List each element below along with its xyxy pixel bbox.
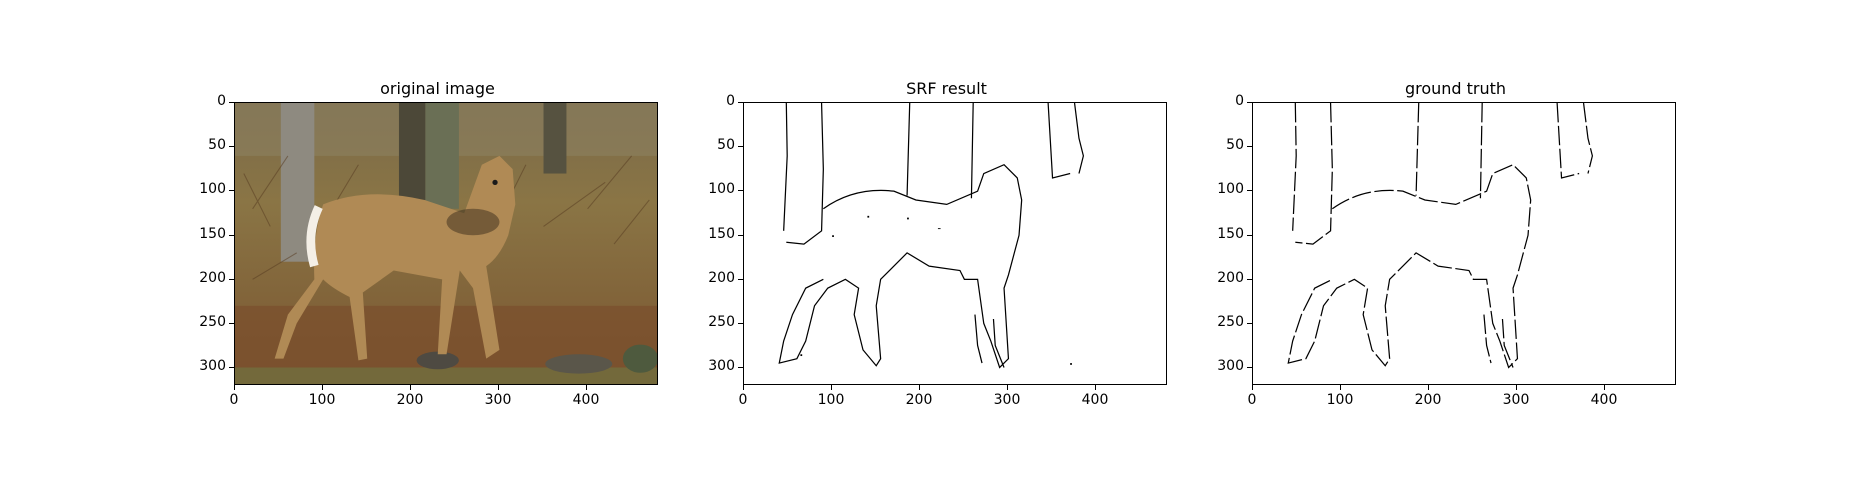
y-tick-label: 50 xyxy=(208,137,226,153)
y-tick-label: 150 xyxy=(708,226,735,242)
y-tick-mark xyxy=(738,235,743,236)
x-tick-mark xyxy=(410,385,411,390)
y-tick-label: 50 xyxy=(1226,137,1244,153)
x-tick-label: 300 xyxy=(1502,392,1530,408)
y-tick-label: 300 xyxy=(199,358,226,374)
y-tick-mark xyxy=(229,102,234,103)
x-tick-label: 300 xyxy=(993,392,1021,408)
x-tick-mark xyxy=(919,385,920,390)
x-tick-mark xyxy=(498,385,499,390)
panel-title: SRF result xyxy=(906,79,987,98)
y-tick-mark xyxy=(1247,367,1252,368)
panel-srf-result: SRF result xyxy=(689,0,1209,480)
photo-plot-area xyxy=(234,102,658,385)
x-tick-label: 0 xyxy=(1247,392,1257,408)
ground-truth-edge-map xyxy=(1287,103,1594,369)
x-tick-label: 400 xyxy=(572,392,600,408)
panel-original-image: original image xyxy=(180,0,700,480)
edge-map-plot-area xyxy=(1252,102,1676,385)
y-tick-label: 100 xyxy=(199,181,226,197)
y-tick-label: 200 xyxy=(708,270,735,286)
y-tick-label: 150 xyxy=(1217,226,1244,242)
x-tick-label: 200 xyxy=(396,392,424,408)
x-tick-mark xyxy=(1604,385,1605,390)
y-tick-label: 0 xyxy=(726,93,735,109)
y-tick-label: 250 xyxy=(708,314,735,330)
x-tick-mark xyxy=(1516,385,1517,390)
y-tick-mark xyxy=(1247,146,1252,147)
x-tick-mark xyxy=(322,385,323,390)
x-tick-mark xyxy=(1428,385,1429,390)
x-tick-label: 100 xyxy=(308,392,336,408)
y-tick-label: 300 xyxy=(708,358,735,374)
y-tick-mark xyxy=(229,323,234,324)
y-tick-mark xyxy=(229,190,234,191)
x-tick-label: 100 xyxy=(1326,392,1354,408)
x-tick-label: 400 xyxy=(1590,392,1618,408)
x-tick-mark xyxy=(1007,385,1008,390)
y-tick-mark xyxy=(229,367,234,368)
y-tick-mark xyxy=(1247,190,1252,191)
x-tick-mark xyxy=(586,385,587,390)
x-tick-label: 0 xyxy=(738,392,748,408)
x-tick-label: 400 xyxy=(1081,392,1109,408)
x-tick-mark xyxy=(743,385,744,390)
x-tick-label: 200 xyxy=(905,392,933,408)
y-tick-mark xyxy=(1247,323,1252,324)
y-tick-label: 50 xyxy=(717,137,735,153)
x-tick-label: 100 xyxy=(817,392,845,408)
y-tick-mark xyxy=(738,102,743,103)
y-tick-label: 200 xyxy=(199,270,226,286)
x-tick-label: 300 xyxy=(484,392,512,408)
y-tick-label: 300 xyxy=(1217,358,1244,374)
y-tick-label: 100 xyxy=(1217,181,1244,197)
y-tick-mark xyxy=(229,279,234,280)
x-tick-mark xyxy=(234,385,235,390)
panel-title: original image xyxy=(380,79,495,98)
y-tick-mark xyxy=(1247,235,1252,236)
y-tick-mark xyxy=(229,235,234,236)
deer-photo xyxy=(235,103,657,384)
y-tick-label: 200 xyxy=(1217,270,1244,286)
x-tick-mark xyxy=(1340,385,1341,390)
x-tick-mark xyxy=(1095,385,1096,390)
y-tick-label: 250 xyxy=(199,314,226,330)
x-tick-mark xyxy=(1252,385,1253,390)
x-tick-label: 200 xyxy=(1414,392,1442,408)
y-tick-mark xyxy=(738,146,743,147)
edge-map-plot-area xyxy=(743,102,1167,385)
y-tick-mark xyxy=(738,367,743,368)
panel-title: ground truth xyxy=(1404,79,1507,98)
y-tick-mark xyxy=(738,190,743,191)
y-tick-label: 250 xyxy=(1217,314,1244,330)
y-tick-mark xyxy=(738,323,743,324)
y-tick-label: 0 xyxy=(1235,93,1244,109)
y-tick-mark xyxy=(229,146,234,147)
x-tick-mark xyxy=(831,385,832,390)
y-tick-mark xyxy=(738,279,743,280)
y-tick-mark xyxy=(1247,279,1252,280)
y-tick-label: 0 xyxy=(217,93,226,109)
panel-ground-truth: ground truth 0 50 100 150 200 250 300 xyxy=(1198,0,1718,480)
y-tick-label: 150 xyxy=(199,226,226,242)
srf-edge-map xyxy=(778,103,1085,369)
x-tick-label: 0 xyxy=(229,392,239,408)
y-tick-label: 100 xyxy=(708,181,735,197)
y-tick-mark xyxy=(1247,102,1252,103)
